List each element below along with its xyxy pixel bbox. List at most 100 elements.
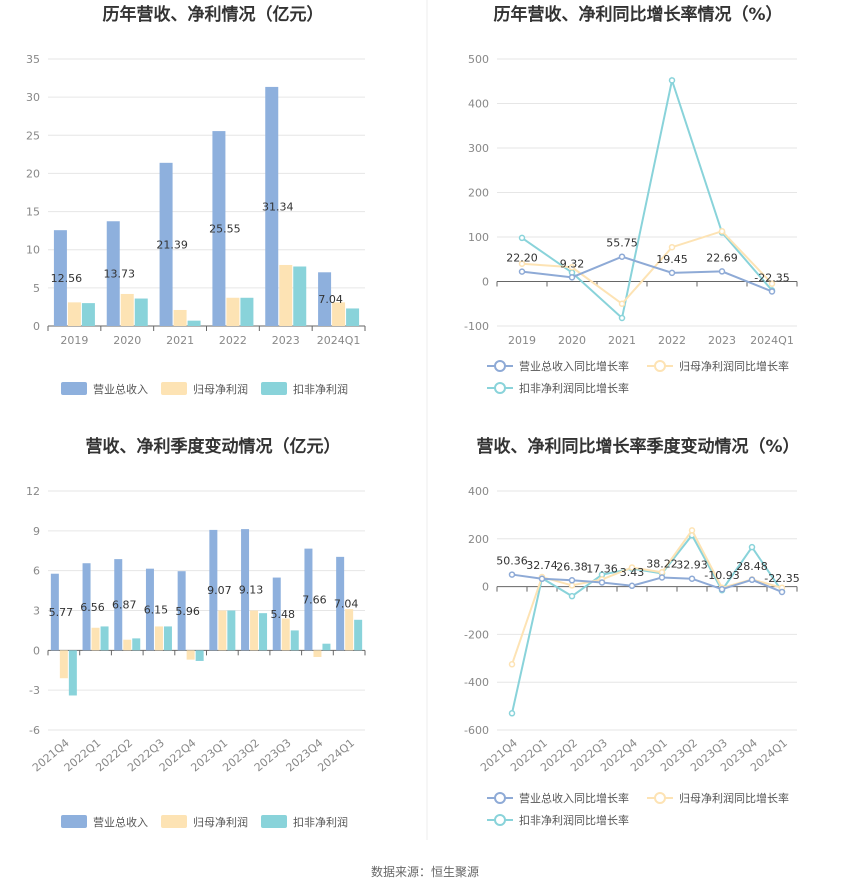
chart-title: 历年营收、净利同比增长率情况（%） bbox=[493, 4, 782, 25]
y-tick-label: 100 bbox=[468, 231, 489, 244]
y-tick-label: -3 bbox=[29, 684, 40, 697]
legend-label: 营业总收入同比增长率 bbox=[519, 791, 629, 805]
legend-swatch-marker bbox=[494, 382, 506, 394]
bar-deducted-profit bbox=[290, 630, 299, 651]
data-label: 38.22 bbox=[646, 557, 678, 570]
y-tick-label: 0 bbox=[482, 276, 489, 289]
bar-parent-profit bbox=[154, 626, 163, 651]
data-label: 5.48 bbox=[271, 608, 296, 621]
legend-label: 扣非净利润 bbox=[293, 382, 348, 396]
y-tick-label: 5 bbox=[33, 282, 40, 295]
bar-parent-profit bbox=[123, 639, 132, 651]
data-point-parent-profit bbox=[568, 582, 576, 589]
data-point-revenue bbox=[748, 576, 756, 584]
legend-swatch bbox=[61, 382, 87, 395]
y-tick-label: 20 bbox=[26, 167, 40, 180]
y-tick-label: -200 bbox=[464, 628, 489, 641]
data-point-revenue bbox=[658, 574, 666, 581]
y-tick-label: 0 bbox=[33, 644, 40, 657]
annual-amount-chart: 历年营收、净利情况（亿元） 0 5 10 15 20 25 30 35 2019 2020 2021 2… bbox=[26, 4, 366, 396]
bar-deducted-profit bbox=[346, 308, 360, 326]
data-label: -22.35 bbox=[764, 572, 799, 585]
bar-parent-profit bbox=[313, 650, 322, 657]
quarterly-growth-chart: 营收、净利同比增长率季度变动情况（%）-600-400-200020040020… bbox=[464, 436, 800, 827]
chart-title: 营收、净利季度变动情况（亿元） bbox=[86, 436, 341, 457]
x-tick-label: 2020 bbox=[113, 334, 141, 347]
bar-deducted-profit bbox=[134, 298, 148, 326]
bar-deducted-profit bbox=[81, 303, 95, 326]
bar-parent-profit bbox=[186, 650, 195, 660]
data-point-parent-profit bbox=[518, 260, 526, 267]
data-label: 12.56 bbox=[51, 272, 83, 285]
bar-parent-profit bbox=[120, 293, 134, 326]
data-label: 9.13 bbox=[239, 584, 264, 597]
x-tick-label: 2024Q1 bbox=[750, 334, 794, 347]
x-tick-label: 2022 bbox=[658, 334, 686, 347]
data-label: 17.36 bbox=[586, 562, 618, 575]
data-point-revenue bbox=[688, 575, 696, 582]
legend-swatch bbox=[161, 815, 187, 828]
bar-revenue bbox=[114, 559, 123, 651]
y-tick-label: 15 bbox=[26, 206, 40, 219]
data-point-parent-profit bbox=[688, 527, 696, 534]
y-tick-label: 400 bbox=[468, 485, 489, 498]
bar-parent-profit bbox=[59, 650, 68, 679]
legend-swatch-marker bbox=[494, 360, 506, 372]
data-point-parent-profit bbox=[618, 300, 626, 307]
data-point-revenue bbox=[718, 268, 726, 275]
bar-parent-profit bbox=[226, 297, 240, 326]
bar-revenue bbox=[106, 221, 120, 326]
y-tick-label: 200 bbox=[468, 533, 489, 546]
y-tick-label: -600 bbox=[464, 724, 489, 737]
legend-label: 营业总收入同比增长率 bbox=[519, 359, 629, 373]
data-point-revenue bbox=[538, 575, 546, 583]
data-label: 32.74 bbox=[526, 559, 558, 572]
data-point-parent-profit bbox=[718, 227, 726, 235]
x-tick-label: 2022 bbox=[219, 334, 247, 347]
legend-label: 营业总收入 bbox=[93, 382, 148, 396]
data-label: 31.34 bbox=[262, 200, 294, 213]
data-label: 50.36 bbox=[496, 555, 528, 568]
y-tick-label: 300 bbox=[468, 142, 489, 155]
data-point-parent-profit bbox=[508, 661, 516, 668]
bar-parent-profit bbox=[281, 618, 290, 651]
bar-revenue bbox=[53, 230, 67, 326]
bar-revenue bbox=[212, 131, 226, 326]
legend-label: 扣非净利润同比增长率 bbox=[519, 381, 629, 395]
data-label: 6.87 bbox=[112, 599, 137, 612]
data-label: 22.69 bbox=[706, 251, 738, 264]
data-label: 19.45 bbox=[656, 253, 688, 266]
bar-revenue bbox=[265, 86, 279, 327]
data-label: 7.66 bbox=[302, 593, 327, 606]
bar-deducted-profit bbox=[100, 626, 109, 651]
data-point-revenue bbox=[598, 579, 606, 586]
series-line-parent-profit bbox=[521, 230, 773, 306]
bar-revenue bbox=[50, 573, 59, 651]
data-label: -22.35 bbox=[754, 271, 789, 284]
y-tick-label: 0 bbox=[482, 581, 489, 594]
data-point-deducted-profit bbox=[668, 77, 676, 84]
data-label: 5.77 bbox=[49, 606, 74, 619]
y-tick-label: 35 bbox=[26, 53, 40, 66]
data-point-deducted-profit bbox=[508, 710, 516, 717]
y-tick-label: 200 bbox=[468, 187, 489, 200]
legend-swatch-marker bbox=[654, 792, 666, 804]
data-label: 55.75 bbox=[606, 237, 638, 250]
x-tick-label: 2023 bbox=[272, 334, 300, 347]
legend-swatch bbox=[161, 382, 187, 395]
bar-revenue bbox=[177, 571, 186, 651]
y-tick-label: 0 bbox=[33, 320, 40, 333]
data-point-revenue bbox=[718, 585, 726, 593]
data-point-parent-profit bbox=[568, 264, 576, 271]
data-label: 9.32 bbox=[560, 257, 585, 270]
y-tick-label: 10 bbox=[26, 244, 40, 257]
bar-deducted-profit bbox=[187, 320, 201, 326]
legend-label: 归母净利润 bbox=[193, 382, 248, 396]
series-line-revenue bbox=[521, 255, 773, 293]
series-line-deducted-profit bbox=[511, 533, 783, 714]
bar-deducted-profit bbox=[163, 626, 172, 651]
data-point-revenue bbox=[628, 582, 636, 590]
bar-deducted-profit bbox=[322, 643, 331, 651]
y-tick-label: -6 bbox=[29, 724, 40, 737]
